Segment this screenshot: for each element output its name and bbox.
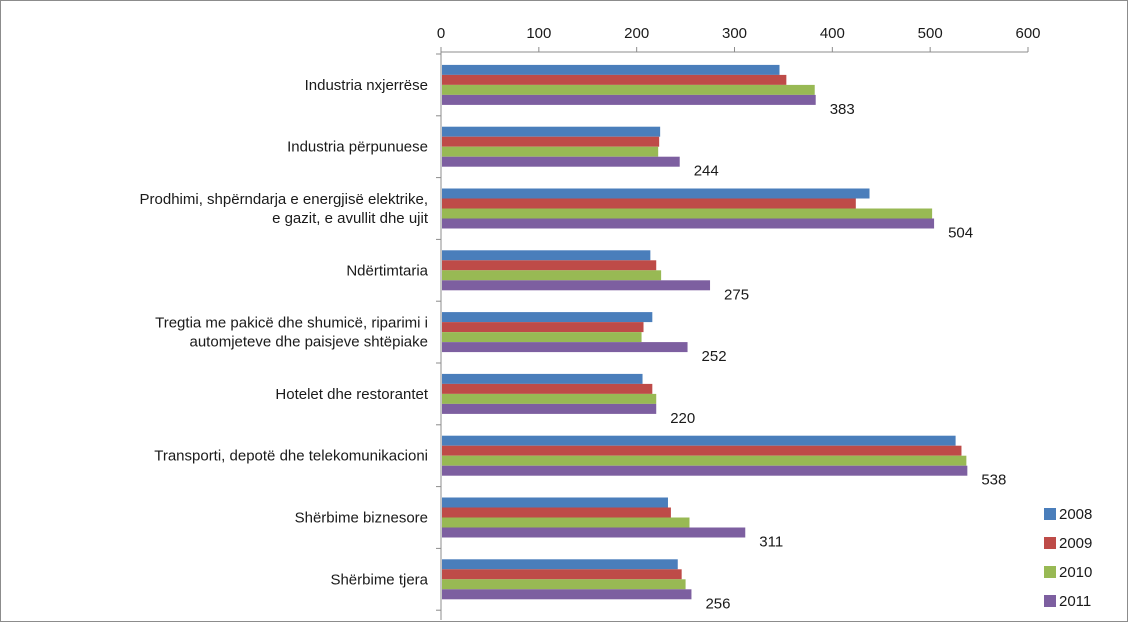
- data-label: 275: [724, 286, 749, 303]
- bar-2011-7: [442, 465, 968, 476]
- bar-2009-1: [442, 74, 787, 85]
- bar-2008-1: [442, 64, 780, 75]
- x-tick-label: 100: [526, 25, 551, 42]
- bar-2011-6: [442, 403, 657, 414]
- bar-2008-4: [442, 250, 651, 261]
- bar-2009-5: [442, 322, 644, 333]
- bar-2010-6: [442, 393, 657, 404]
- category-label: Transporti, depotë dhe telekomunikacioni: [154, 448, 428, 465]
- data-label: 538: [981, 472, 1006, 489]
- data-label: 244: [694, 163, 719, 180]
- category-label: Ndërtimtaria: [346, 262, 428, 279]
- bar-2010-1: [442, 84, 815, 95]
- bar-2009-8: [442, 507, 671, 518]
- category-label: Shërbime tjera: [330, 571, 428, 588]
- bar-2011-5: [442, 342, 688, 353]
- data-label: 504: [948, 225, 973, 242]
- bar-2009-6: [442, 383, 653, 394]
- x-tick-label: 400: [820, 25, 845, 42]
- category-label: Industria nxjerrëse: [305, 77, 428, 94]
- bar-2008-5: [442, 312, 653, 323]
- category-label: Prodhimi, shpërndarja e energjisë elektr…: [140, 191, 429, 227]
- bar-2010-9: [442, 579, 686, 590]
- bar-2008-7: [442, 435, 956, 446]
- bar-2011-8: [442, 527, 746, 538]
- labels-layer: Industria nxjerrëse 383 Industria përpunue…: [140, 77, 1007, 612]
- bar-2010-5: [442, 332, 642, 343]
- x-tick-label: 500: [918, 25, 943, 42]
- bar-2009-9: [442, 569, 682, 580]
- bar-2008-2: [442, 126, 661, 137]
- bar-2008-6: [442, 373, 643, 384]
- data-label: 252: [702, 348, 727, 365]
- x-tick-label: 300: [722, 25, 747, 42]
- bar-2011-3: [442, 218, 935, 229]
- bar-2010-8: [442, 517, 690, 528]
- bar-2008-8: [442, 497, 668, 508]
- bar-2010-4: [442, 270, 662, 281]
- data-label: 383: [830, 101, 855, 118]
- bar-2011-1: [442, 94, 816, 105]
- legend-label-2009: 2009: [1059, 535, 1092, 552]
- bars-layer: [442, 64, 968, 600]
- bar-2011-9: [442, 589, 692, 600]
- data-label: 311: [759, 534, 783, 551]
- bar-2010-2: [442, 146, 659, 157]
- bar-2009-3: [442, 198, 856, 209]
- legend-label-2011: 2011: [1059, 593, 1091, 610]
- legend-label-2008: 2008: [1059, 506, 1092, 523]
- x-tick-label: 200: [624, 25, 649, 42]
- legend-label-2010: 2010: [1059, 564, 1092, 581]
- data-label: 220: [670, 410, 695, 427]
- category-label: Tregtia me pakicë dhe shumicë, riparimi …: [155, 315, 428, 351]
- x-tick-label: 600: [1015, 25, 1040, 42]
- bar-2009-7: [442, 445, 962, 456]
- category-label: Hotelet dhe restorantet: [275, 386, 428, 403]
- bar-2011-4: [442, 280, 711, 291]
- x-tick-label: 0: [437, 25, 445, 42]
- bar-2008-9: [442, 559, 678, 570]
- bar-2010-7: [442, 455, 967, 466]
- bar-2009-4: [442, 260, 657, 271]
- legend: 2008 2009 2010 2011: [1044, 506, 1092, 610]
- axis-layer: 0 100 200 300 400 500 600: [436, 25, 1041, 620]
- category-label: Shërbime biznesore: [295, 510, 428, 527]
- legend-swatch-2010: [1044, 566, 1056, 578]
- bar-2010-3: [442, 208, 933, 219]
- bar-2008-3: [442, 188, 870, 199]
- legend-swatch-2011: [1044, 595, 1056, 607]
- data-label: 256: [705, 595, 730, 612]
- bar-2011-2: [442, 156, 680, 167]
- legend-swatch-2008: [1044, 508, 1056, 520]
- category-label: Industria përpunuese: [287, 139, 428, 156]
- legend-swatch-2009: [1044, 537, 1056, 549]
- bar-2009-2: [442, 136, 660, 147]
